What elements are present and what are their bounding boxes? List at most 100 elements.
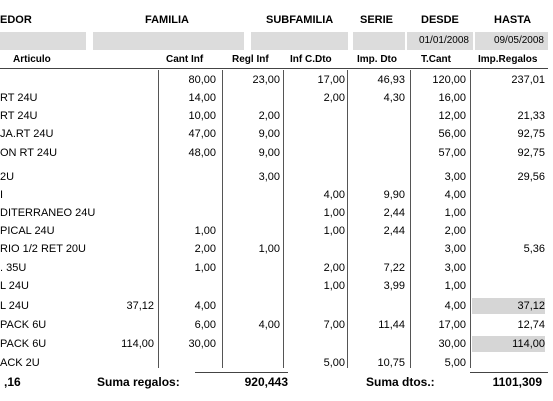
cell-imp-dto — [349, 336, 405, 352]
cell-imp-dto: 9,90 — [383, 189, 405, 201]
subfamilia-field[interactable] — [251, 32, 348, 50]
serie-field[interactable] — [353, 32, 405, 50]
cell-inf-cdto — [285, 336, 345, 352]
cell-imp-regalos — [472, 187, 545, 203]
hasta-field[interactable]: 09/05/2008 — [475, 32, 548, 50]
cell-regl-inf — [224, 355, 280, 371]
cell-cant-inf: 10,00 — [188, 110, 216, 122]
cell-regl-inf: 2,00 — [258, 110, 280, 122]
cell-tcant: 57,00 — [438, 147, 466, 159]
cell-imp-dto — [349, 145, 405, 161]
cell-inf-cdto: 7,00 — [323, 319, 345, 331]
cell-articulo: ACK 2U — [0, 357, 40, 369]
cell-regl-inf — [224, 298, 280, 314]
cell-imp-dto — [349, 169, 405, 185]
cell-imp-dto — [349, 126, 405, 142]
column-divider — [158, 70, 159, 368]
cell-inf-cdto — [285, 298, 345, 314]
cell-extra — [60, 355, 154, 371]
header-divider — [0, 68, 548, 69]
cell-imp-dto: 46,93 — [377, 74, 405, 86]
col-tcant: T.Cant — [421, 54, 451, 65]
cell-cant-inf: 4,00 — [194, 300, 216, 312]
cell-articulo: RT 24U — [0, 110, 38, 122]
cell-extra — [60, 145, 154, 161]
col-inf-cdto: Inf C.Dto — [290, 54, 332, 65]
cell-articulo: PACK 6U — [0, 338, 47, 350]
cell-inf-cdto — [285, 108, 345, 124]
cell-inf-cdto: 2,00 — [323, 92, 345, 104]
cell-regl-inf — [224, 223, 280, 239]
cell-extra — [60, 317, 154, 333]
cell-regl-inf: 9,00 — [258, 128, 280, 140]
cell-regl-inf — [224, 336, 280, 352]
cell-imp-regalos — [472, 278, 545, 294]
cell-inf-cdto: 1,00 — [323, 225, 345, 237]
cell-imp-regalos: 21,33 — [517, 110, 545, 122]
column-divider — [410, 70, 411, 368]
cell-articulo: PICAL 24U — [0, 225, 55, 237]
cell-articulo: RIO 1/2 RET 20U — [0, 243, 86, 255]
col-regl-inf: Regl Inf — [232, 54, 269, 65]
cell-inf-cdto: 4,00 — [323, 189, 345, 201]
suma-dtos-value: 1101,309 — [492, 375, 542, 389]
cell-imp-regalos: 5,36 — [523, 243, 545, 255]
cell-imp-regalos: 92,75 — [517, 128, 545, 140]
suma-regalos-label: Suma regalos: — [97, 375, 180, 389]
col-cant-inf: Cant Inf — [166, 54, 204, 65]
cell-cant-inf: 1,00 — [194, 262, 216, 274]
cell-regl-inf — [224, 187, 280, 203]
cell-tcant: 120,00 — [432, 74, 466, 86]
cell-tcant: 4,00 — [444, 300, 466, 312]
cell-articulo: L 24U — [0, 280, 29, 292]
suma-dtos-label: Suma dtos.: — [366, 375, 435, 389]
cell-articulo: PACK 6U — [0, 319, 47, 331]
cell-cant-inf: 48,00 — [188, 147, 216, 159]
cell-imp-dto: 2,44 — [383, 225, 405, 237]
cell-tcant: 3,00 — [444, 262, 466, 274]
cell-tcant: 1,00 — [444, 280, 466, 292]
cell-cant-inf: 6,00 — [194, 319, 216, 331]
cell-tcant: 30,00 — [438, 338, 466, 350]
desde-value: 01/01/2008 — [418, 35, 469, 46]
cell-imp-regalos — [472, 223, 545, 239]
regalos-total-rule — [195, 372, 288, 373]
cell-tcant: 3,00 — [444, 171, 466, 183]
cell-articulo: DITERRANEO 24U — [0, 207, 96, 219]
col-imp-dto: Imp. Dto — [357, 54, 397, 65]
cell-articulo: JA.RT 24U — [0, 128, 54, 140]
familia-field[interactable] — [93, 32, 244, 50]
col-imp-regalos: Imp.Regalos — [478, 54, 538, 65]
cell-inf-cdto: 2,00 — [323, 262, 345, 274]
cell-tcant: 17,00 — [438, 319, 466, 331]
cell-imp-dto — [349, 298, 405, 314]
cell-imp-dto — [349, 241, 405, 257]
cell-imp-dto: 10,75 — [377, 357, 405, 369]
cell-tcant: 2,00 — [444, 225, 466, 237]
cell-inf-cdto: 1,00 — [323, 280, 345, 292]
cell-tcant: 1,00 — [444, 207, 466, 219]
cell-inf-cdto: 1,00 — [323, 207, 345, 219]
cell-inf-cdto: 17,00 — [317, 74, 345, 86]
cell-imp-dto: 11,44 — [378, 319, 405, 331]
cell-regl-inf: 23,00 — [252, 74, 280, 86]
cell-extra — [60, 90, 154, 106]
vendedor-header: EDOR — [0, 14, 32, 26]
cell-imp-dto: 3,99 — [383, 280, 405, 292]
desde-field[interactable]: 01/01/2008 — [407, 32, 473, 50]
cell-tcant: 16,00 — [438, 92, 466, 104]
cell-cant-inf — [160, 169, 216, 185]
cell-tcant: 4,00 — [444, 189, 466, 201]
cell-imp-regalos: 12,74 — [517, 319, 545, 331]
cell-extra — [60, 169, 154, 185]
cell-regl-inf: 4,00 — [258, 319, 280, 331]
cell-articulo: L 24U — [0, 300, 29, 312]
vendedor-field[interactable] — [0, 32, 86, 50]
cell-tcant: 12,00 — [438, 110, 466, 122]
cell-regl-inf: 3,00 — [258, 171, 280, 183]
cell-imp-regalos: 29,56 — [517, 171, 545, 183]
cell-extra — [60, 126, 154, 142]
cell-tcant: 56,00 — [438, 128, 466, 140]
cell-articulo: 2U — [0, 171, 15, 183]
column-divider — [347, 70, 348, 368]
